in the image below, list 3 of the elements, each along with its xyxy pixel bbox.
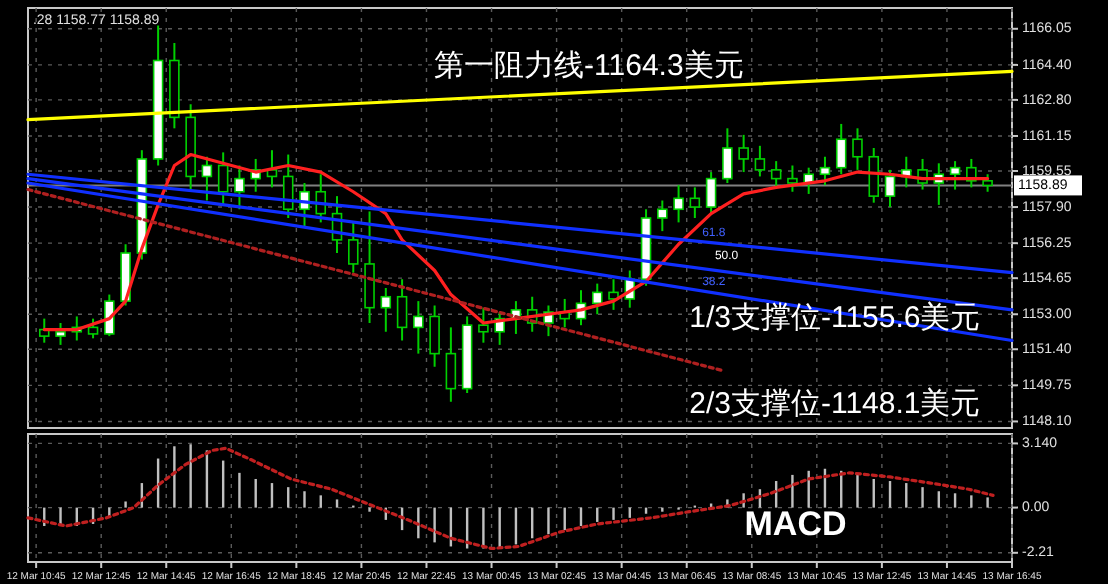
annotation: 2/3支撑位-1148.1美元 [689,386,981,421]
annotation: 第一阻力线-1164.3美元 [434,48,744,83]
annotation: MACD [744,505,847,544]
